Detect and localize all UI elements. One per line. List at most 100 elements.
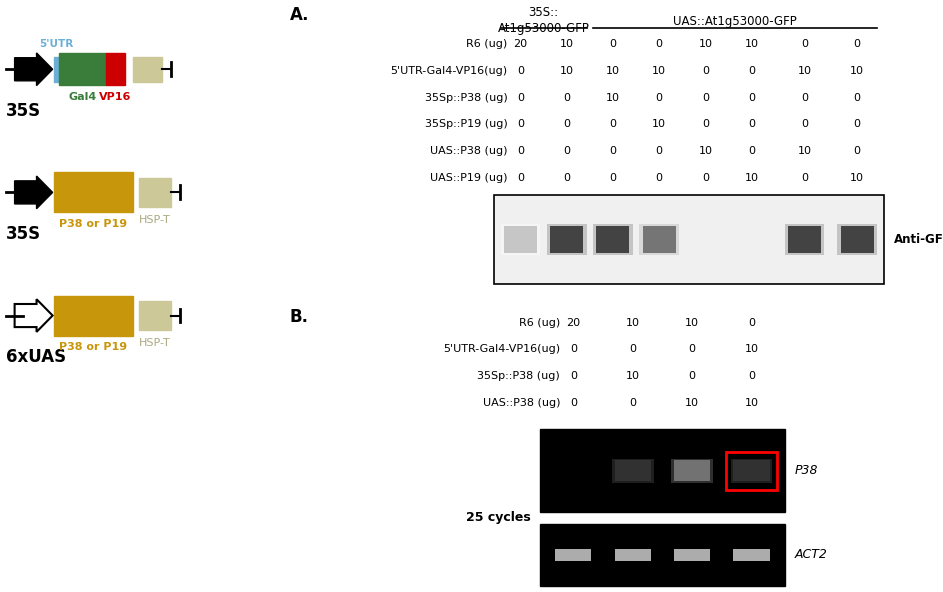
Text: UAS::At1g53000-GFP: UAS::At1g53000-GFP (673, 15, 797, 28)
Text: 0: 0 (748, 371, 755, 381)
Text: 0: 0 (570, 345, 577, 354)
Text: 0: 0 (748, 66, 755, 76)
Text: 10: 10 (653, 120, 666, 129)
Bar (54, 172, 133, 213)
Text: HSP-T: HSP-T (139, 215, 171, 225)
Bar (615, 549, 651, 561)
Text: 10: 10 (745, 398, 758, 407)
Text: 0: 0 (563, 146, 571, 156)
Bar (501, 224, 540, 255)
Text: 10: 10 (653, 66, 666, 76)
Text: 0: 0 (853, 93, 861, 102)
Text: B.: B. (290, 308, 308, 326)
Text: UAS::P38 (ug): UAS::P38 (ug) (430, 146, 507, 156)
Text: 10: 10 (686, 318, 699, 327)
Text: 0: 0 (563, 173, 571, 182)
Text: R6 (ug): R6 (ug) (519, 318, 560, 327)
Text: 6xUAS: 6xUAS (6, 348, 66, 366)
Text: 5'UTR-Gal4-VP16(ug): 5'UTR-Gal4-VP16(ug) (390, 66, 507, 76)
Text: 0: 0 (702, 120, 709, 129)
Text: VP16: VP16 (99, 92, 132, 102)
Bar (540, 429, 785, 512)
Text: P38 or P19: P38 or P19 (59, 342, 127, 352)
Bar (597, 226, 630, 253)
Text: UAS::P38 (ug): UAS::P38 (ug) (483, 398, 560, 407)
Text: 10: 10 (745, 173, 758, 182)
Bar (54, 57, 59, 82)
Text: 0: 0 (801, 120, 808, 129)
Text: ACT2: ACT2 (794, 549, 827, 561)
Text: 35Sp::P38 (ug): 35Sp::P38 (ug) (477, 371, 560, 381)
Text: 5'UTR-Gal4-VP16(ug): 5'UTR-Gal4-VP16(ug) (443, 345, 560, 354)
Text: 0: 0 (517, 120, 524, 129)
Bar (734, 549, 769, 561)
Text: 25 cycles: 25 cycles (466, 511, 530, 525)
Text: 0: 0 (688, 371, 696, 381)
Text: 0: 0 (853, 120, 861, 129)
Bar (726, 452, 777, 490)
Text: 0: 0 (570, 398, 577, 407)
Bar (593, 224, 633, 255)
Bar (540, 524, 785, 586)
Bar (547, 224, 587, 255)
Text: 0: 0 (655, 40, 663, 49)
Text: 10: 10 (560, 66, 573, 76)
Text: 0: 0 (702, 93, 709, 102)
Bar (107, 53, 125, 85)
FancyArrow shape (15, 53, 53, 86)
Text: 0: 0 (655, 146, 663, 156)
Bar (612, 458, 653, 483)
Text: 0: 0 (609, 40, 617, 49)
Bar (133, 57, 162, 82)
Bar (731, 458, 772, 483)
Text: 0: 0 (609, 173, 617, 182)
Text: 10: 10 (560, 40, 573, 49)
Text: 0: 0 (801, 93, 808, 102)
Text: 0: 0 (609, 146, 617, 156)
Bar (643, 226, 675, 253)
Text: 0: 0 (801, 173, 808, 182)
Text: 0: 0 (748, 318, 755, 327)
Bar (615, 461, 651, 481)
Text: 0: 0 (629, 345, 637, 354)
Text: At1g53000-GFP: At1g53000-GFP (498, 22, 589, 36)
Text: 0: 0 (853, 146, 861, 156)
Text: 10: 10 (699, 146, 712, 156)
Text: 10: 10 (745, 40, 758, 49)
Text: 20: 20 (567, 318, 580, 327)
FancyArrow shape (15, 299, 53, 332)
Text: 20: 20 (514, 40, 527, 49)
Bar (551, 226, 583, 253)
Text: 10: 10 (699, 40, 712, 49)
Text: 0: 0 (702, 173, 709, 182)
Text: 0: 0 (748, 146, 755, 156)
Text: 35S: 35S (6, 102, 41, 120)
Text: 0: 0 (688, 345, 696, 354)
Text: 10: 10 (606, 66, 620, 76)
Text: 10: 10 (745, 345, 758, 354)
Text: UAS::P19 (ug): UAS::P19 (ug) (430, 173, 507, 182)
Bar (59, 53, 107, 85)
Text: R6 (ug): R6 (ug) (466, 40, 507, 49)
Bar (788, 226, 820, 253)
Text: 0: 0 (853, 40, 861, 49)
Bar (674, 549, 710, 561)
Bar (639, 224, 679, 255)
Text: P38: P38 (794, 464, 818, 477)
Bar (671, 458, 713, 483)
Text: 10: 10 (686, 398, 699, 407)
Text: 0: 0 (609, 120, 617, 129)
Text: 0: 0 (570, 371, 577, 381)
Text: 35S: 35S (6, 225, 41, 243)
Text: 10: 10 (851, 173, 864, 182)
Bar (674, 461, 710, 481)
Text: 35Sp::P19 (ug): 35Sp::P19 (ug) (424, 120, 507, 129)
Text: A.: A. (290, 6, 309, 24)
Text: 10: 10 (626, 318, 639, 327)
Text: 0: 0 (748, 93, 755, 102)
Bar (139, 178, 171, 207)
Text: 0: 0 (702, 66, 709, 76)
Text: 10: 10 (798, 146, 811, 156)
Text: Anti-GFP: Anti-GFP (894, 233, 943, 246)
Text: 10: 10 (606, 93, 620, 102)
